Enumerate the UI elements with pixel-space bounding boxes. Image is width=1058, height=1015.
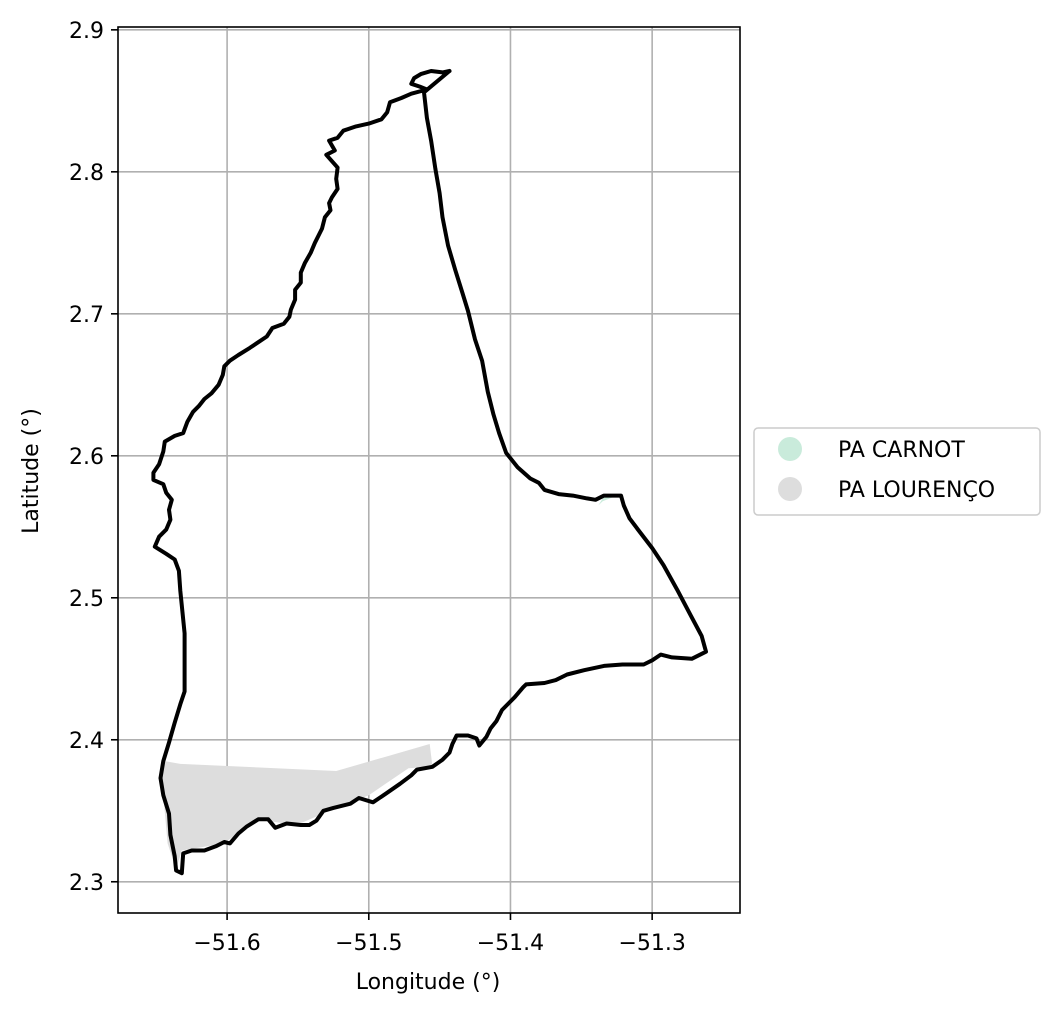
- y-tick-label: 2.6: [69, 445, 104, 470]
- legend-marker-pa-lourenco: [778, 477, 802, 501]
- y-tick-label: 2.3: [69, 871, 104, 896]
- x-axis-ticks: −51.6 −51.5 −51.4 −51.3: [193, 913, 686, 956]
- boundary-line: [151, 69, 708, 876]
- y-tick-label: 2.5: [69, 587, 104, 612]
- legend: PA CARNOT PA LOURENÇO: [753, 427, 1041, 516]
- boundary-outline: [151, 69, 708, 876]
- legend-frame: [753, 427, 1041, 516]
- y-tick-label: 2.4: [69, 729, 104, 754]
- y-tick-label: 2.8: [69, 161, 104, 186]
- grid-lines: [118, 27, 740, 913]
- x-tick-label: −51.5: [335, 931, 402, 956]
- x-axis-label: Longitude (°): [356, 970, 501, 995]
- y-axis-label: Latitude (°): [19, 408, 44, 534]
- area-pa-louren-o: [161, 744, 433, 869]
- x-tick-label: −51.4: [477, 931, 544, 956]
- legend-label-pa-lourenco: PA LOURENÇO: [838, 478, 995, 503]
- legend-marker-pa-carnot: [778, 437, 802, 461]
- legend-label-pa-carnot: PA CARNOT: [838, 438, 965, 463]
- x-tick-label: −51.3: [618, 931, 685, 956]
- y-axis-ticks: 2.3 2.4 2.5 2.6 2.7 2.8 2.9: [69, 19, 118, 896]
- plot-frame: [117, 26, 741, 914]
- x-tick-label: −51.6: [193, 931, 260, 956]
- y-tick-label: 2.7: [69, 303, 104, 328]
- y-tick-label: 2.9: [69, 19, 104, 44]
